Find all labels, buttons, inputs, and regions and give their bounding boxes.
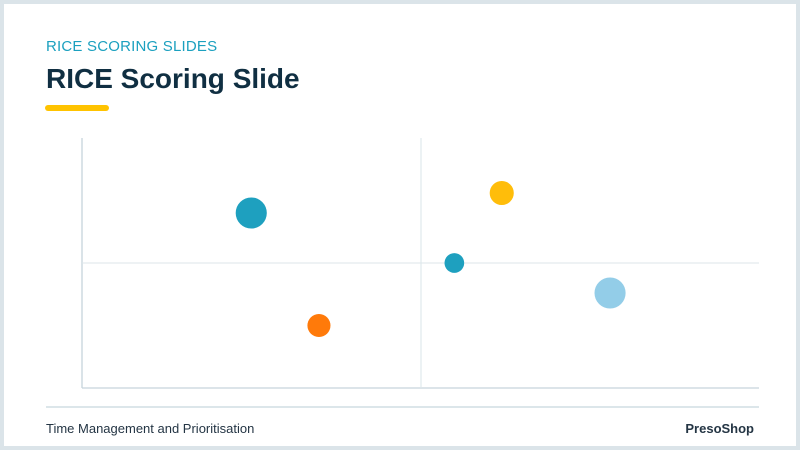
slide-title: RICE Scoring Slide xyxy=(46,63,300,94)
footer-divider xyxy=(46,406,759,408)
bubble-layer xyxy=(235,180,626,338)
chart-grid xyxy=(81,138,759,389)
bubble-point-2 xyxy=(307,313,331,338)
bubble-point-5 xyxy=(594,277,626,309)
footer-topic: Time Management and Prioritisation xyxy=(46,421,255,436)
bubble-chart-svg xyxy=(81,138,759,389)
bubble-point-3 xyxy=(444,253,465,273)
footer-brand: PresoShop xyxy=(685,421,754,436)
slide-eyebrow: RICE SCORING SLIDES xyxy=(46,38,218,55)
bubble-point-1 xyxy=(235,197,267,229)
bubble-chart xyxy=(70,130,766,396)
title-accent-bar xyxy=(45,105,109,111)
bubble-point-4 xyxy=(489,180,514,206)
